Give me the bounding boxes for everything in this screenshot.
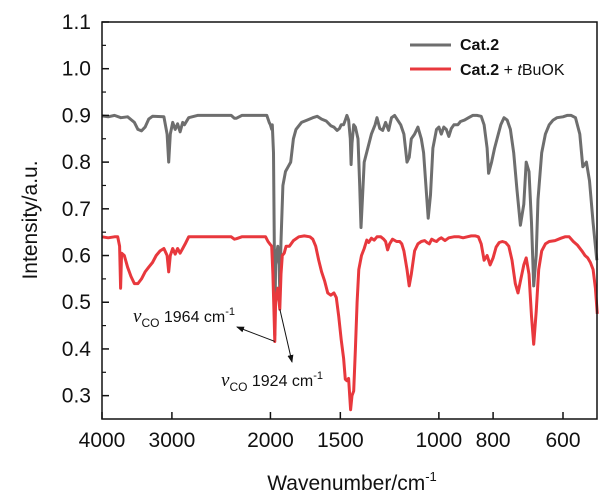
legend-label-cat2: Cat.2 <box>460 37 499 54</box>
legend-label-cat2-tbuok: Cat.2 + tBuOK <box>460 62 565 79</box>
y-tick-label: 0.6 <box>62 245 91 268</box>
x-tick-label: 3000 <box>149 429 196 452</box>
x-axis-title-superscript: -1 <box>425 469 437 484</box>
y-tick-label: 0.4 <box>62 338 92 361</box>
x-tick-label: 1000 <box>416 429 463 452</box>
x-tick-label: 800 <box>476 429 511 452</box>
series-line-cat2 <box>101 113 599 337</box>
y-tick-label: 0.7 <box>62 198 91 221</box>
y-tick-label: 1.1 <box>62 11 91 34</box>
x-axis-title: Wavenumber/cm-1 <box>267 469 437 495</box>
annotation-co-1964: νCO 1964 cm-1 <box>133 306 276 342</box>
y-tick-label: 0.9 <box>62 104 91 127</box>
y-tick-label: 1.0 <box>62 58 91 81</box>
series-layer <box>101 113 599 412</box>
x-tick-label: 1500 <box>317 429 364 452</box>
y-axis-ticks: 0.3 0.4 0.5 0.6 0.7 0.8 0.9 1.0 1.1 <box>62 11 109 408</box>
annotation-label-1924: νCO 1924 cm-1 <box>221 370 323 394</box>
annotation-co-1924: νCO 1924 cm-1 <box>221 309 323 394</box>
plot-frame <box>101 21 598 420</box>
annotation-arrow-1964 <box>236 326 276 342</box>
y-tick-label: 0.8 <box>62 151 91 174</box>
series-line-cat2-tbuok <box>101 234 599 412</box>
x-tick-label: 600 <box>545 429 580 452</box>
legend: Cat.2 Cat.2 + tBuOK <box>410 37 565 79</box>
x-tick-label: 4000 <box>79 429 126 452</box>
x-tick-label: 2000 <box>247 429 294 452</box>
y-tick-label: 0.3 <box>62 385 91 408</box>
y-tick-label: 0.5 <box>62 291 91 314</box>
annotation-label-1964: νCO 1964 cm-1 <box>133 306 235 330</box>
x-axis-ticks: 4000 3000 2000 1500 1000 800 600 <box>79 412 581 452</box>
x-axis-title-main: Wavenumber/cm <box>267 472 425 495</box>
annotation-arrow-1924 <box>279 309 294 363</box>
y-axis-title: Intensity/a.u. <box>19 160 42 279</box>
